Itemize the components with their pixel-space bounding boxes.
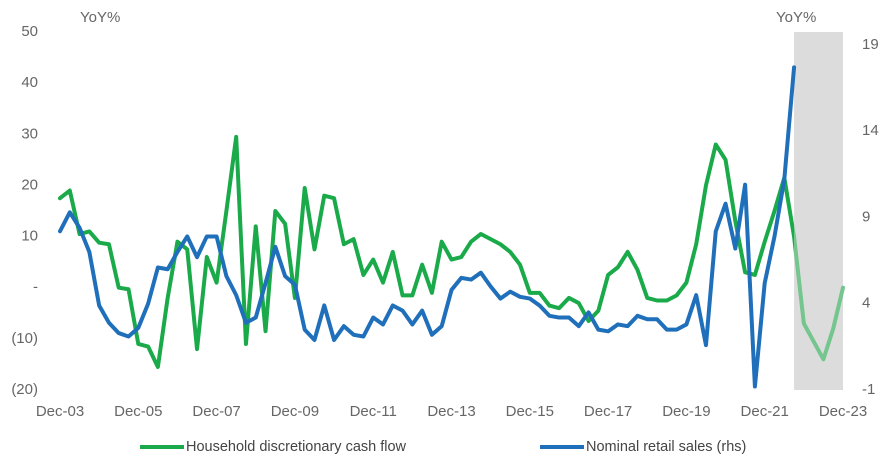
y-tick-label: 20 xyxy=(21,176,38,193)
legend-label: Nominal retail sales (rhs) xyxy=(586,439,746,455)
y-tick-label: (20) xyxy=(11,381,38,398)
x-tick-label: Dec-15 xyxy=(506,403,554,420)
x-tick-label: Dec-21 xyxy=(741,403,789,420)
x-tick-label: Dec-13 xyxy=(427,403,475,420)
y-tick-label: - xyxy=(33,279,38,296)
legend-label: Household discretionary cash flow xyxy=(186,439,407,455)
x-tick-label: Dec-09 xyxy=(271,403,319,420)
y-tick-label: 50 xyxy=(21,23,38,40)
x-tick-label: Dec-19 xyxy=(662,403,710,420)
x-tick-label: Dec-07 xyxy=(192,403,240,420)
x-tick-label: Dec-11 xyxy=(350,403,397,420)
y-tick-label: (10) xyxy=(11,330,38,347)
series-line xyxy=(58,134,845,369)
x-tick-label: Dec-03 xyxy=(36,403,84,420)
y-tick-label: 10 xyxy=(21,228,38,245)
y2-tick-label: 4 xyxy=(862,295,870,312)
x-tick-label: Dec-23 xyxy=(819,403,867,420)
y-tick-label: 40 xyxy=(21,74,38,91)
y2-tick-label: 14 xyxy=(862,122,879,139)
shaded-region xyxy=(794,32,843,390)
y-tick-label: 30 xyxy=(21,125,38,142)
y2-tick-label: 19 xyxy=(862,36,879,53)
y2-axis-label: YoY% xyxy=(776,9,816,26)
y-axis-label: YoY% xyxy=(80,9,120,26)
x-tick-label: Dec-17 xyxy=(584,403,632,420)
x-tick-label: Dec-05 xyxy=(114,403,162,420)
y2-tick-label: 9 xyxy=(862,208,870,225)
y2-tick-label: -1 xyxy=(862,381,875,398)
series-line xyxy=(58,65,797,389)
